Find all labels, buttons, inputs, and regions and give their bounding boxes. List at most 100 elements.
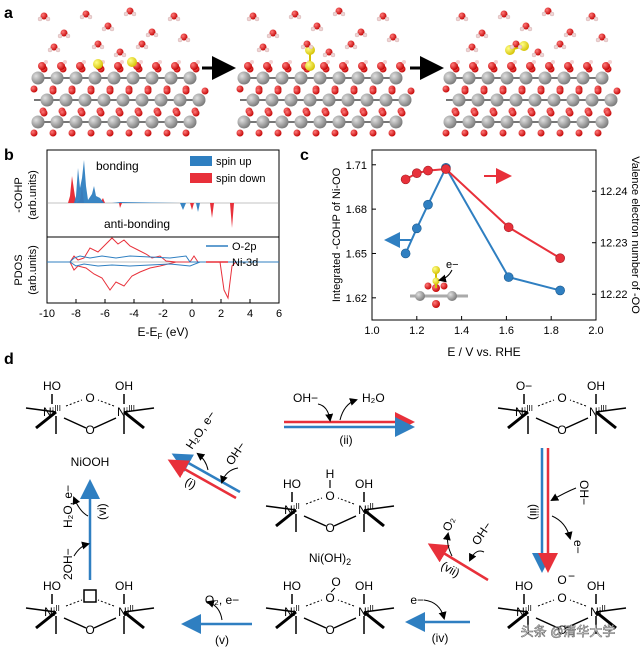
chart-c-ytick-right: 12.22: [600, 289, 628, 301]
svg-text:O: O: [325, 521, 334, 535]
chart-c-ylabel-left: Integrated -COHP of Ni-OO: [331, 167, 343, 302]
step-ii-out: H₂O: [362, 391, 385, 405]
svg-text:HO: HO: [43, 379, 61, 393]
svg-text:O: O: [557, 573, 566, 587]
svg-text:O: O: [325, 623, 334, 637]
chart-c-blue-point: [555, 285, 565, 296]
svg-text:O: O: [85, 423, 94, 437]
chart-c-blue-point: [503, 272, 514, 282]
chart-c-ytick-left: 1.71: [346, 160, 367, 172]
chart-c-inset: e−: [410, 259, 468, 308]
chart-c-ticks: 1.0 1.2 1.4 1.6 1.8 2.0 1.62 1.65 1.68 1.71 12.22 1…: [346, 160, 628, 337]
slab-structure: [236, 7, 415, 137]
step-v: (v): [215, 633, 229, 647]
chart-c-ytick-right: 12.24: [600, 186, 628, 198]
chart-c-ylabel-right: Valence electron number of -OO: [629, 156, 640, 314]
legend-spin-up: spin up: [216, 156, 251, 168]
legend-spin-down-swatch: [190, 173, 212, 183]
chart-c-blue-point: [400, 248, 411, 259]
svg-text:HO: HO: [43, 579, 61, 593]
chart-c-xtick: 1.8: [544, 325, 559, 337]
svg-text:−: −: [568, 569, 575, 583]
svg-text:NiII: NiII: [516, 604, 532, 619]
legend-o2p: O-2p: [232, 241, 256, 253]
chart-c-xtick: 2.0: [588, 325, 603, 337]
chart-c-xtick: 1.2: [409, 325, 424, 337]
pdos-xtick: -8: [71, 308, 81, 320]
svg-text:NiII: NiII: [44, 604, 60, 619]
pdos-xtick: -6: [100, 308, 110, 320]
step-vi: (vi): [95, 503, 109, 520]
cohp-ylabel-2: (arb.units): [27, 170, 39, 220]
chart-c: 1.0 1.2 1.4 1.6 1.8 2.0 1.62 1.65 1.68 1.71 12.22 1…: [346, 149, 628, 337]
slab-structure: [442, 7, 621, 137]
pdos-xtick: 2: [218, 308, 224, 320]
chart-c-red-point: [503, 222, 514, 233]
svg-text:O: O: [331, 575, 340, 589]
step-vii-in: OH−: [469, 519, 495, 548]
svg-text:NiII: NiII: [284, 502, 300, 517]
slab-structure: [30, 7, 209, 137]
svg-text:O: O: [85, 623, 94, 637]
panel-a-structures: [30, 7, 621, 137]
chart-c-xtick: 1.4: [454, 325, 469, 337]
step-iii-in: OH−: [577, 480, 591, 505]
chart-c-xtick: 1.6: [499, 325, 514, 337]
svg-text:HO: HO: [283, 477, 301, 491]
chart-c-red-point: [555, 253, 565, 263]
step-i-out: H₂O, e−: [183, 408, 219, 451]
chart-c-red-line: [405, 168, 561, 260]
svg-text:O: O: [325, 591, 334, 605]
pdos-xtick: -2: [158, 308, 168, 320]
pdos-o2p-down: [47, 261, 279, 267]
svg-text:O: O: [557, 623, 566, 637]
step-vi-out: H₂O, e−: [61, 485, 75, 528]
bonding-label: bonding: [96, 159, 139, 173]
pdos-xtick: 0: [189, 308, 195, 320]
svg-text:OH: OH: [355, 579, 373, 593]
pdos-xtick: 6: [276, 308, 282, 320]
antibonding-label: anti-bonding: [104, 217, 170, 231]
svg-text:O: O: [557, 391, 566, 405]
chart-c-red-point: [423, 165, 433, 176]
niooh-label: NiOOH: [71, 455, 110, 469]
pdos-ylabel-1: PDOS: [13, 254, 25, 285]
legend-spin-down: spin down: [216, 173, 266, 185]
cohp-ylabel-1: -COHP: [13, 177, 25, 212]
chart-c-ytick-left: 1.68: [346, 204, 367, 216]
panel-d-letter: d: [4, 351, 14, 368]
chart-c-ytick-left: 1.65: [346, 248, 367, 260]
step-v-out: O₂, e−: [205, 593, 239, 607]
svg-text:O: O: [325, 489, 334, 503]
svg-text:HO: HO: [283, 579, 301, 593]
svg-text:NiII: NiII: [284, 604, 300, 619]
step-iv: (iv): [432, 631, 449, 645]
panel-d-arrows: [72, 398, 577, 634]
svg-text:OH: OH: [587, 579, 605, 593]
panel-d-labels: OH− H₂O (ii) H₂O, e− OH− (i) OH− e− (iii…: [61, 391, 591, 647]
chart-c-ytick-left: 1.62: [346, 293, 367, 305]
chart-c-ytick-right: 12.23: [600, 238, 628, 250]
chart-c-xlabel: E / V vs. RHE: [447, 345, 520, 359]
chart-c-red-point: [400, 174, 411, 185]
chart-c-points: [400, 162, 565, 296]
step-iv-in: e−: [410, 593, 424, 607]
chart-c-blue-point: [423, 199, 433, 210]
pdos-ylabel-2: (arb.units): [27, 245, 39, 295]
chart-c-blue-line: [404, 165, 561, 292]
svg-text:NiIII: NiIII: [515, 404, 533, 419]
pdos-xlabel: E-EF (eV): [138, 325, 189, 341]
step-iii: (iii): [527, 504, 541, 520]
cohp-plot: bonding anti-bonding spin up spin down: [46, 149, 280, 238]
pdos-xtick: -10: [39, 308, 55, 320]
chart-c-red-point: [441, 164, 451, 174]
svg-text:O: O: [557, 423, 566, 437]
pdos-plot: O-2p Ni-3d: [46, 236, 280, 304]
